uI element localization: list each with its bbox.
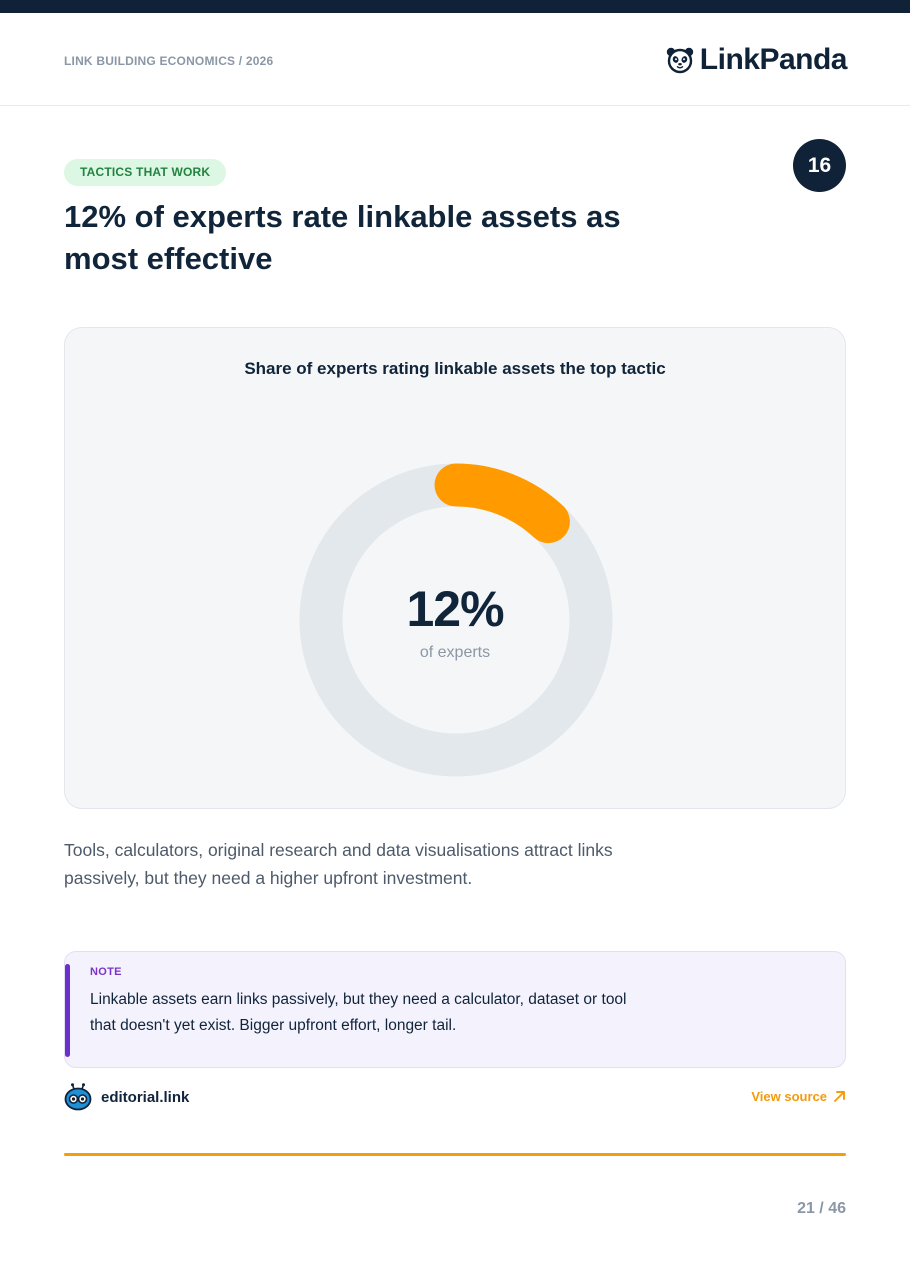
top-bar xyxy=(0,0,910,13)
report-kicker: LINK BUILDING ECONOMICS / 2026 xyxy=(64,54,274,68)
page-title: 12% of experts rate linkable assets as m… xyxy=(64,199,621,276)
footer-rule xyxy=(64,1153,846,1156)
note-text: Linkable assets earn links passively, bu… xyxy=(90,991,627,1034)
source-attribution: editorial.link xyxy=(64,1083,189,1111)
robot-icon xyxy=(64,1083,92,1111)
chart-card: Share of experts rating linkable assets … xyxy=(64,327,846,809)
chart-title: Share of experts rating linkable assets … xyxy=(244,359,666,378)
note-accent-bar xyxy=(65,964,70,1057)
page-header: LINK BUILDING ECONOMICS / 2026 LinkPanda xyxy=(0,13,910,106)
category-tag: TACTICS THAT WORK xyxy=(64,159,227,186)
source-name: editorial.link xyxy=(101,1088,190,1106)
brand-logo[interactable]: LinkPanda xyxy=(666,43,848,77)
note-label: NOTE xyxy=(90,966,122,978)
donut-slice-value xyxy=(434,463,570,544)
view-source-link[interactable]: View source xyxy=(751,1089,846,1104)
panda-icon xyxy=(666,47,693,74)
slide-number-badge: 16 xyxy=(793,139,846,192)
donut-chart xyxy=(299,463,613,777)
arrow-up-right-icon xyxy=(834,1091,845,1102)
view-source-label: View source xyxy=(751,1089,827,1104)
note-callout: NOTE Linkable assets earn links passivel… xyxy=(64,951,846,1068)
brand-name: LinkPanda xyxy=(699,43,848,76)
body-paragraph: Tools, calculators, original research an… xyxy=(64,840,613,888)
donut-center-caption: of experts xyxy=(419,644,491,661)
donut-center-value: 12% xyxy=(406,581,504,637)
page-number: 21 / 46 xyxy=(797,1200,846,1217)
